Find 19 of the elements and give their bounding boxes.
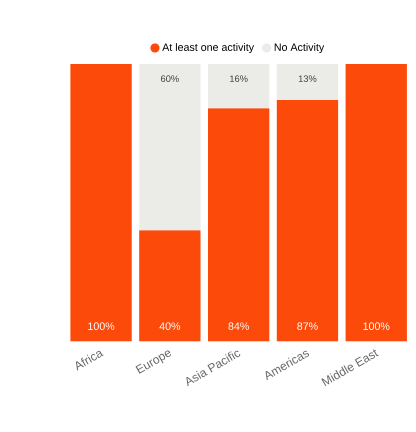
- bar: [276, 64, 338, 100]
- data-label: 40%: [159, 322, 180, 330]
- data-label: 84%: [228, 322, 249, 330]
- bar: [139, 230, 201, 342]
- data-label: 87%: [297, 322, 318, 330]
- bar: [276, 100, 338, 342]
- bar: [208, 108, 270, 342]
- bar: [346, 64, 407, 342]
- data-label: 13%: [298, 75, 316, 82]
- x-tick-label: Africa: [76, 350, 104, 371]
- legend-label: At least one activity: [162, 43, 254, 54]
- data-label: 100%: [363, 322, 390, 330]
- bar: [139, 64, 201, 230]
- data-label: 16%: [230, 75, 248, 82]
- data-label: 100%: [88, 322, 114, 330]
- legend-label: No Activity: [274, 43, 324, 54]
- bar: [70, 64, 132, 342]
- data-label: 60%: [161, 75, 179, 82]
- bar: [208, 64, 270, 108]
